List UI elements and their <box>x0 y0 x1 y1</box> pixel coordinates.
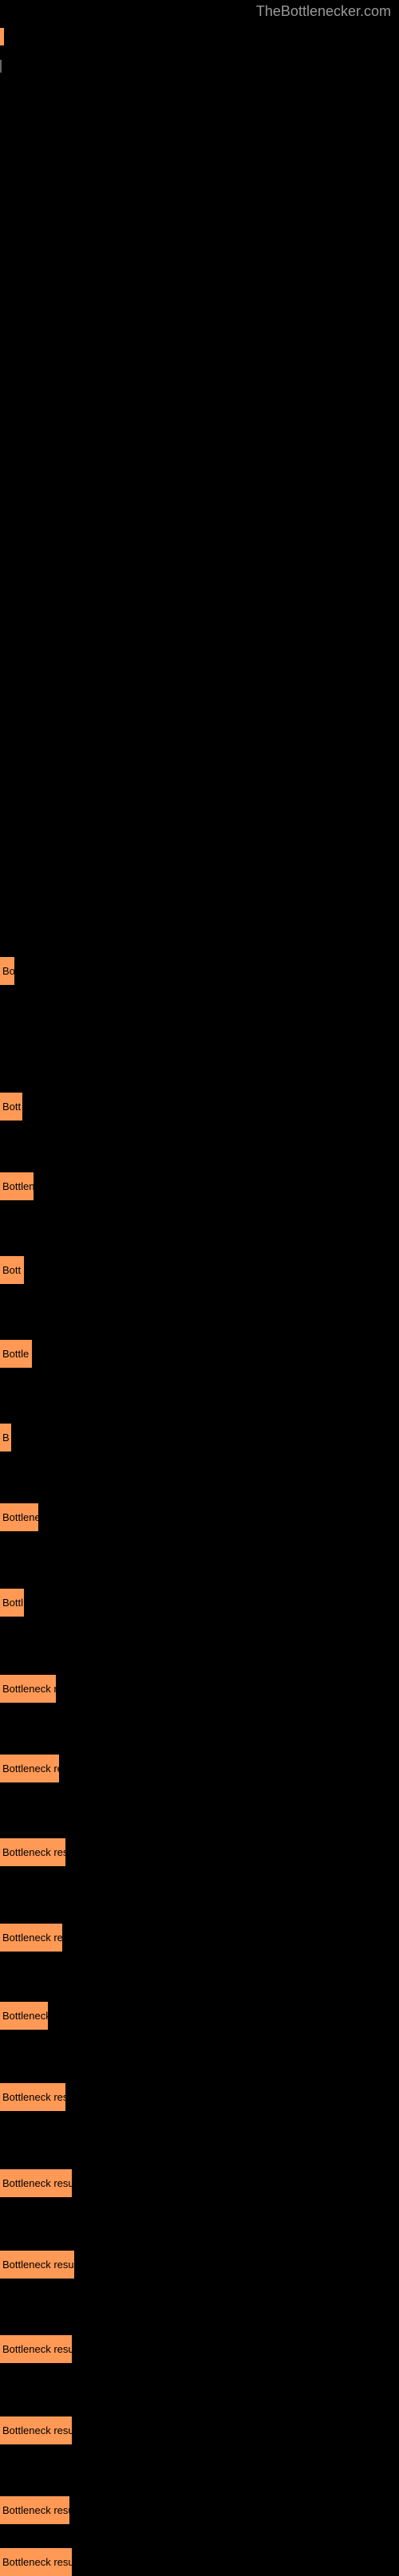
bar-row: Bottleneck resu <box>0 1838 65 1866</box>
bar-row: Bott <box>0 1093 22 1121</box>
bar-row: Bottleneck result <box>0 2416 72 2444</box>
bottleneck-bar[interactable]: B <box>0 1424 11 1451</box>
bar-row: Bottl <box>0 1589 24 1617</box>
bottleneck-bar[interactable]: Bottleneck resu <box>0 2083 65 2111</box>
bottleneck-bar[interactable]: Bottleneck result <box>0 2496 69 2524</box>
bar-row: Bottleneck result <box>0 2169 72 2197</box>
bottleneck-bar[interactable]: Bo <box>0 957 14 985</box>
bar-row: Bottleneck result <box>0 2496 69 2524</box>
gray-marker <box>0 60 2 73</box>
bottleneck-bar[interactable]: Bottle <box>0 1340 32 1368</box>
bottleneck-bar[interactable]: Bottleneck result <box>0 2251 74 2279</box>
bottleneck-bar[interactable]: Bott <box>0 1093 22 1121</box>
bar-row: Bottleneck result <box>0 2548 72 2576</box>
bar-row: Bottlene <box>0 1172 34 1200</box>
orange-marker <box>0 28 4 45</box>
bottleneck-bar[interactable]: Bottleneck re <box>0 1755 59 1782</box>
bar-row: Bott <box>0 1256 24 1284</box>
bar-row: Bottleneck resu <box>0 2083 65 2111</box>
bottleneck-bar[interactable]: Bottleneck <box>0 2002 48 2030</box>
bottleneck-bar[interactable]: Bottleneck result <box>0 2169 72 2197</box>
bar-row: Bottleneck <box>0 2002 48 2030</box>
bar-row: Bo <box>0 957 14 985</box>
brand-text: TheBottlenecker.com <box>256 3 391 20</box>
bar-row: Bottle <box>0 1340 32 1368</box>
bar-row: Bottlenec <box>0 1503 38 1531</box>
bottleneck-bar[interactable]: Bottleneck re <box>0 1675 56 1703</box>
bottleneck-bar[interactable]: Bottleneck resu <box>0 1838 65 1866</box>
bar-row: Bottleneck res <box>0 1924 62 1952</box>
bottleneck-bar[interactable]: Bottl <box>0 1589 24 1617</box>
bar-row: Bottleneck re <box>0 1755 59 1782</box>
bottleneck-bar[interactable]: Bottlenec <box>0 1503 38 1531</box>
bottleneck-bar[interactable]: Bottleneck result <box>0 2416 72 2444</box>
bar-row: Bottleneck re <box>0 1675 56 1703</box>
bottleneck-bar[interactable]: Bottleneck res <box>0 1924 62 1952</box>
bar-row: B <box>0 1424 11 1451</box>
bottleneck-bar[interactable]: Bottleneck result <box>0 2548 72 2576</box>
bar-row: Bottleneck result <box>0 2251 74 2279</box>
bottleneck-bar[interactable]: Bottlene <box>0 1172 34 1200</box>
bar-row: Bottleneck result <box>0 2335 72 2363</box>
bottleneck-bar[interactable]: Bott <box>0 1256 24 1284</box>
bottleneck-bar[interactable]: Bottleneck result <box>0 2335 72 2363</box>
